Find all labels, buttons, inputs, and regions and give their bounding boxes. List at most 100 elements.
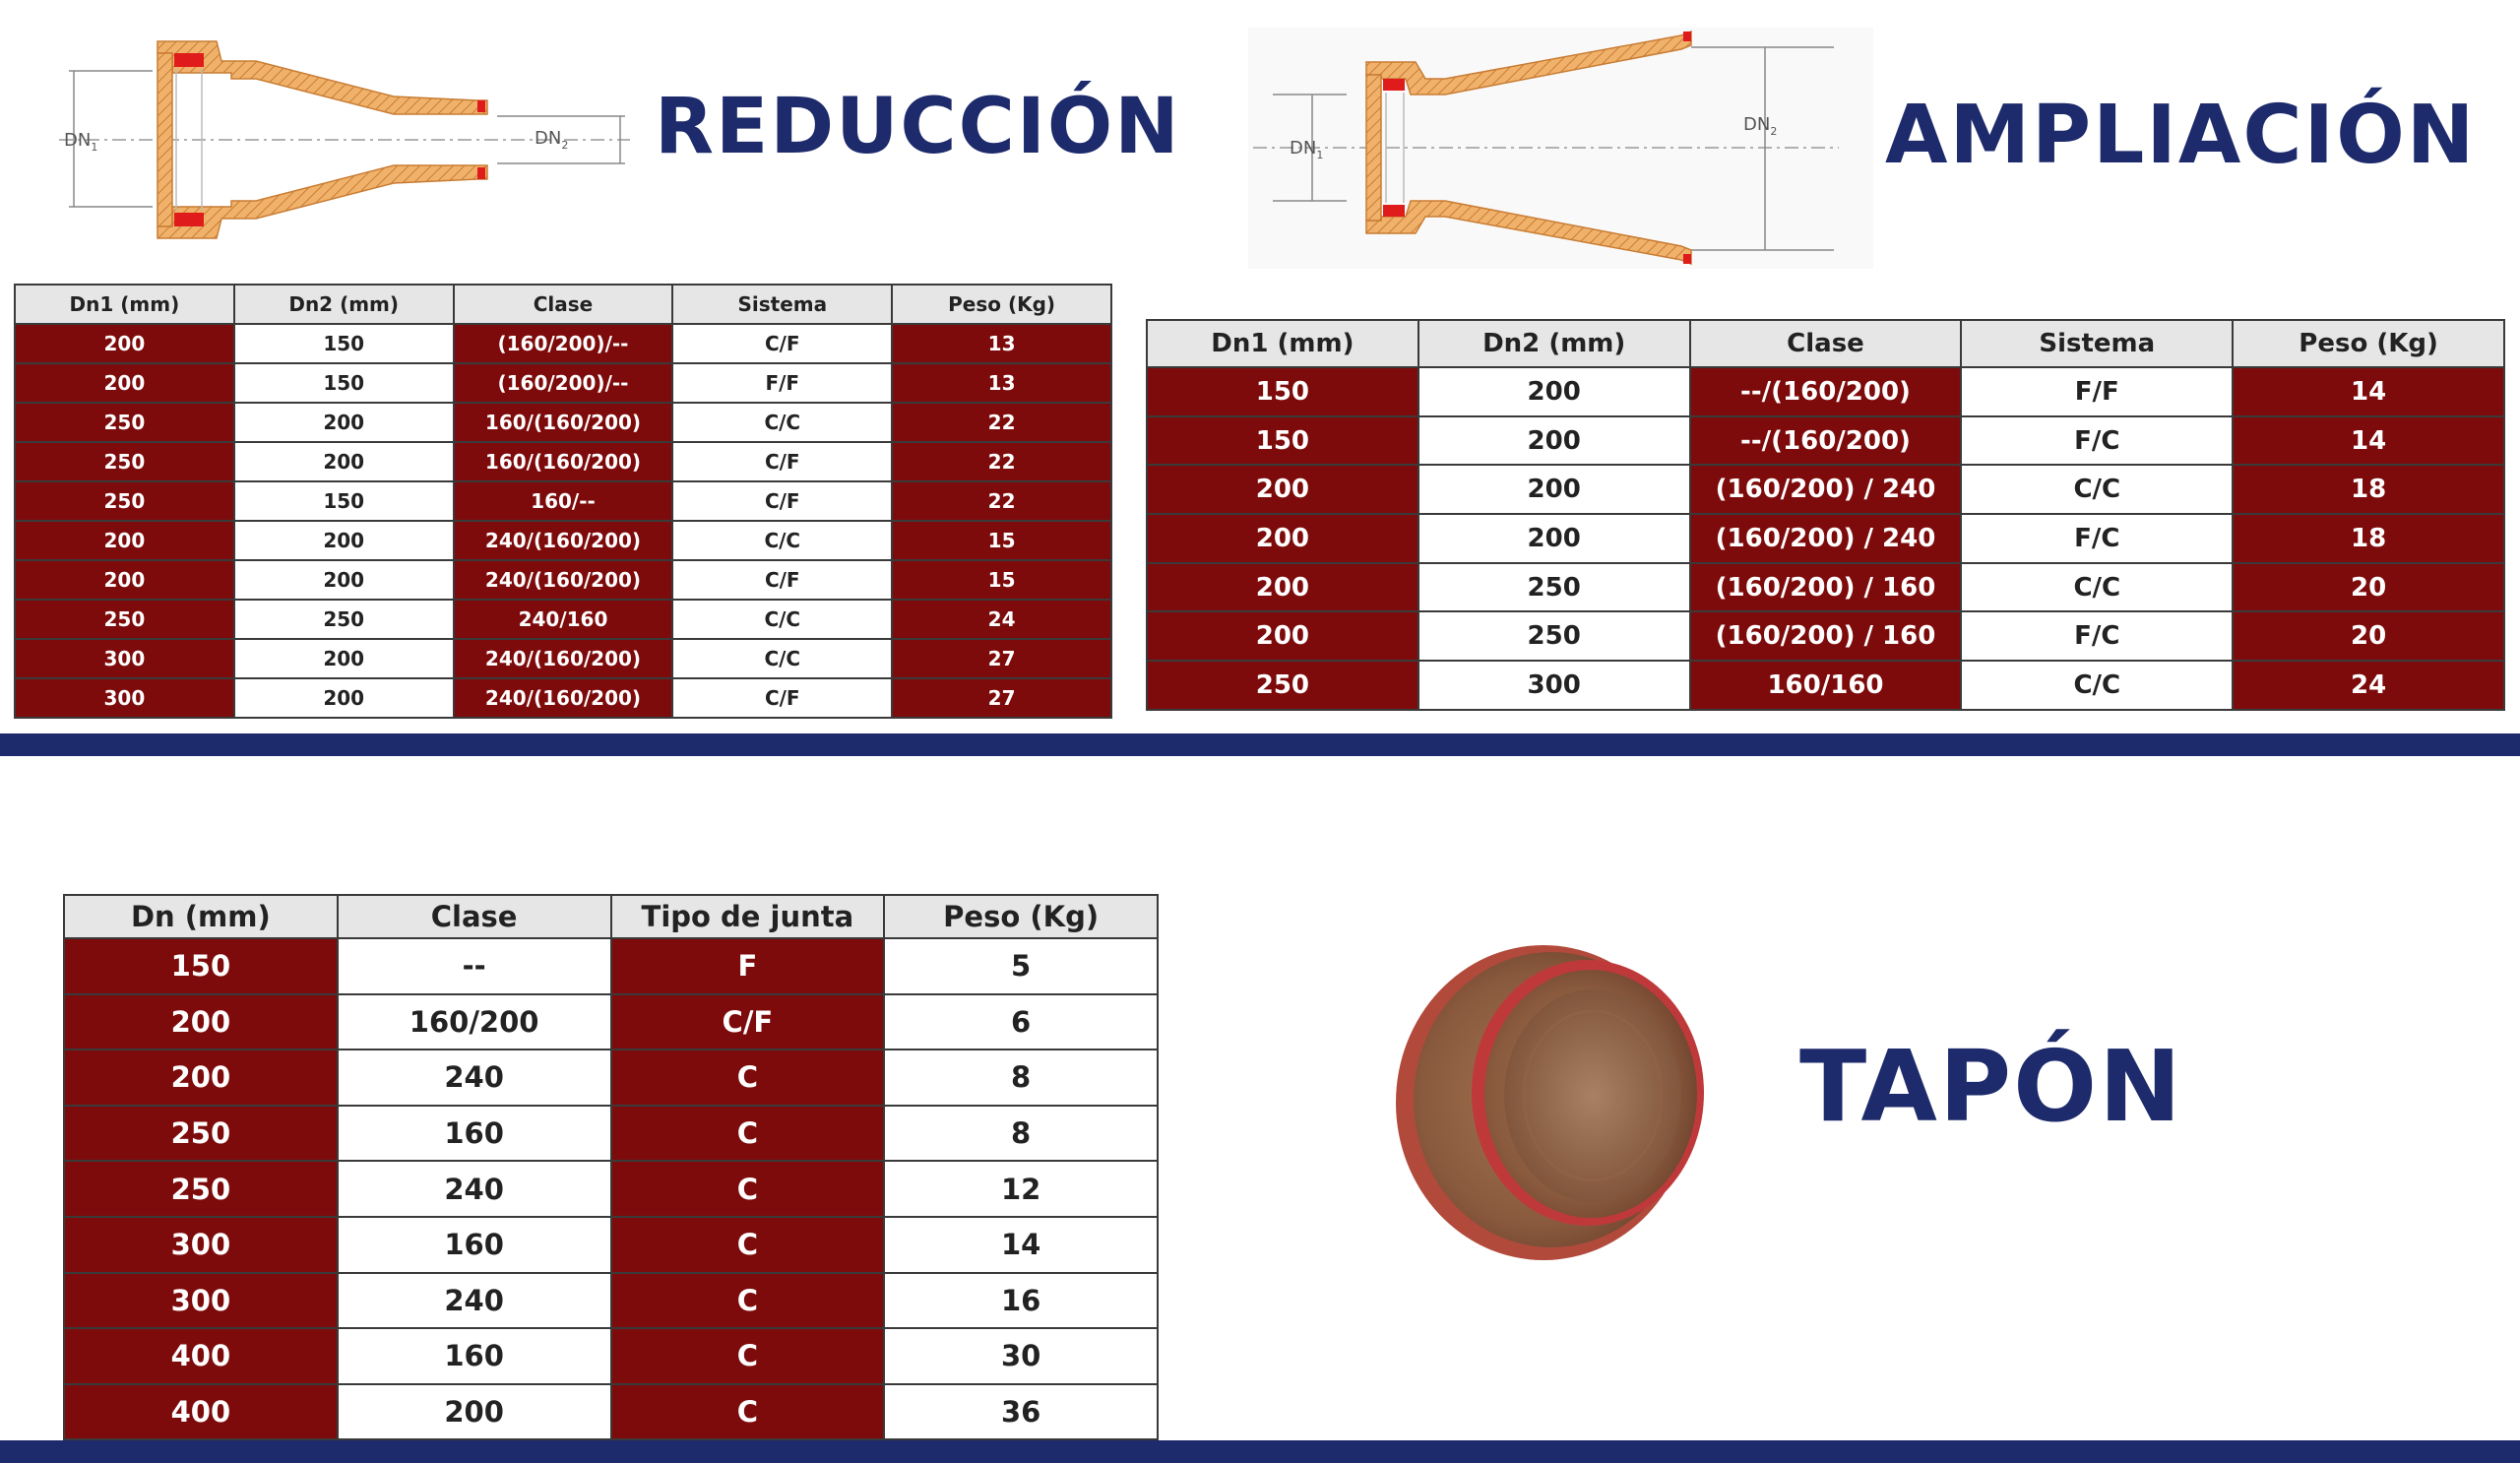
table-row: 200 150 (160/200)/-- C/F 13 — [14, 323, 1112, 364]
table-cell: 150 — [232, 323, 455, 364]
table-cell: 160 — [336, 1104, 612, 1163]
cap-picture — [1396, 945, 1704, 1260]
table-cell: F/C — [1960, 513, 2235, 564]
table-cell: 240 — [336, 1160, 612, 1218]
table-cell: 22 — [891, 402, 1112, 443]
table-cell: 30 — [883, 1327, 1159, 1385]
table-cell: C — [609, 1160, 886, 1218]
table-cell: 13 — [891, 362, 1112, 404]
table-cell: C/C — [671, 599, 894, 640]
table-cell: 250 — [14, 480, 235, 522]
table-cell: C — [609, 1271, 886, 1330]
expander-drawing: DN1 DN2 — [1253, 30, 1839, 266]
table-cell: F/F — [671, 362, 894, 404]
table-cell: 200 — [1417, 414, 1691, 467]
dn2-label: DN2 — [535, 128, 568, 152]
table-cell: 250 — [14, 599, 235, 640]
table-cell: 24 — [891, 599, 1112, 640]
table-cell: 22 — [891, 441, 1112, 482]
table-cell: (160/200) / 160 — [1688, 561, 1963, 613]
table-cell: 240/(160/200) — [452, 520, 674, 561]
table-cell: 300 — [63, 1271, 339, 1330]
table-cell: 150 — [1146, 414, 1419, 467]
table-cell: 300 — [1417, 660, 1691, 711]
table-cell: C/F — [609, 992, 886, 1051]
table-cell: 200 — [232, 677, 455, 719]
table-cell: --/(160/200) — [1688, 366, 1963, 417]
table-cell: 200 — [336, 1382, 612, 1441]
table-cell: 20 — [2232, 610, 2505, 663]
reduccion-title: REDUCCIÓN — [655, 83, 1181, 171]
table-cell: 24 — [2232, 660, 2505, 711]
column-header: Sistema — [1960, 319, 2235, 368]
table-row: 200 240 C 8 — [63, 1049, 1159, 1107]
table-cell: C/F — [671, 323, 894, 364]
table-cell: 22 — [891, 480, 1112, 522]
table-cell: --/(160/200) — [1688, 414, 1963, 467]
table-cell: (160/200)/-- — [452, 362, 674, 404]
table-cell: 250 — [63, 1160, 339, 1218]
dn1-label: DN1 — [64, 130, 97, 154]
column-header: Dn (mm) — [63, 894, 339, 939]
table-cell: 200 — [1146, 610, 1419, 663]
table-cell: 20 — [2232, 561, 2505, 613]
table-cell: (160/200) / 240 — [1688, 513, 1963, 564]
table-header-row: Dn (mm) Clase Tipo de junta Peso (Kg) — [63, 894, 1159, 939]
table-cell: F/C — [1960, 610, 2235, 663]
table-cell: 27 — [891, 638, 1112, 679]
table-cell: 6 — [883, 992, 1159, 1051]
table-row: 300 160 C 14 — [63, 1215, 1159, 1274]
table-cell: 150 — [63, 937, 339, 995]
table-cell: 27 — [891, 677, 1112, 719]
table-cell: 250 — [14, 441, 235, 482]
table-cell: F/C — [1960, 414, 2235, 467]
table-cell: C/F — [671, 677, 894, 719]
table-cell: 250 — [14, 402, 235, 443]
table-cell: 200 — [232, 559, 455, 601]
column-header: Peso (Kg) — [883, 894, 1159, 939]
table-cell: C — [609, 1327, 886, 1385]
table-cell: 15 — [891, 559, 1112, 601]
table-row: 200 200 (160/200) / 240 C/C 18 — [1146, 464, 2505, 516]
table-cell: 240 — [336, 1271, 612, 1330]
table-cell: 250 — [232, 599, 455, 640]
table-row: 200 160/200 C/F 6 — [63, 992, 1159, 1051]
table-cell: 18 — [2232, 464, 2505, 516]
table-row: 150 200 --/(160/200) F/C 14 — [1146, 414, 2505, 467]
table-cell: 300 — [14, 677, 235, 719]
table-cell: 5 — [883, 937, 1159, 995]
table-row: 250 300 160/160 C/C 24 — [1146, 660, 2505, 711]
table-cell: C/C — [671, 520, 894, 561]
table-row: 400 200 C 36 — [63, 1382, 1159, 1441]
table-row: 250 160 C 8 — [63, 1104, 1159, 1163]
table-row: 250 200 160/(160/200) C/C 22 — [14, 402, 1112, 443]
table-cell: 160 — [336, 1327, 612, 1385]
table-cell: 400 — [63, 1327, 339, 1385]
table-cell: 14 — [2232, 366, 2505, 417]
table-cell: 200 — [1146, 464, 1419, 516]
table-cell: 250 — [1417, 561, 1691, 613]
ampliacion-diagram: DN1 DN2 — [1248, 28, 1873, 269]
table-row: 150 -- F 5 — [63, 937, 1159, 995]
column-header: Peso (Kg) — [2232, 319, 2505, 368]
table-cell: C — [609, 1104, 886, 1163]
table-row: 200 200 240/(160/200) C/F 15 — [14, 559, 1112, 601]
table-cell: C/C — [1960, 561, 2235, 613]
column-header: Dn1 (mm) — [14, 284, 235, 325]
table-cell: C/C — [1960, 464, 2235, 516]
table-cell: 300 — [63, 1215, 339, 1274]
table-cell: 200 — [14, 323, 235, 364]
table-cell: 240/(160/200) — [452, 638, 674, 679]
table-header-row: Dn1 (mm) Dn2 (mm) Clase Sistema Peso (Kg) — [14, 284, 1112, 325]
table-cell: 200 — [1146, 513, 1419, 564]
table-cell: 150 — [232, 362, 455, 404]
table-cell: 160/200 — [336, 992, 612, 1051]
reduccion-table: Dn1 (mm) Dn2 (mm) Clase Sistema Peso (Kg) 20… — [14, 284, 1112, 719]
reducer-drawing: DN1 DN2 — [59, 40, 630, 239]
column-header: Sistema — [671, 284, 894, 325]
table-cell: 200 — [232, 402, 455, 443]
table-row: 250 240 C 12 — [63, 1160, 1159, 1218]
table-cell: 250 — [63, 1104, 339, 1163]
column-header: Clase — [336, 894, 612, 939]
table-cell: C/F — [671, 480, 894, 522]
